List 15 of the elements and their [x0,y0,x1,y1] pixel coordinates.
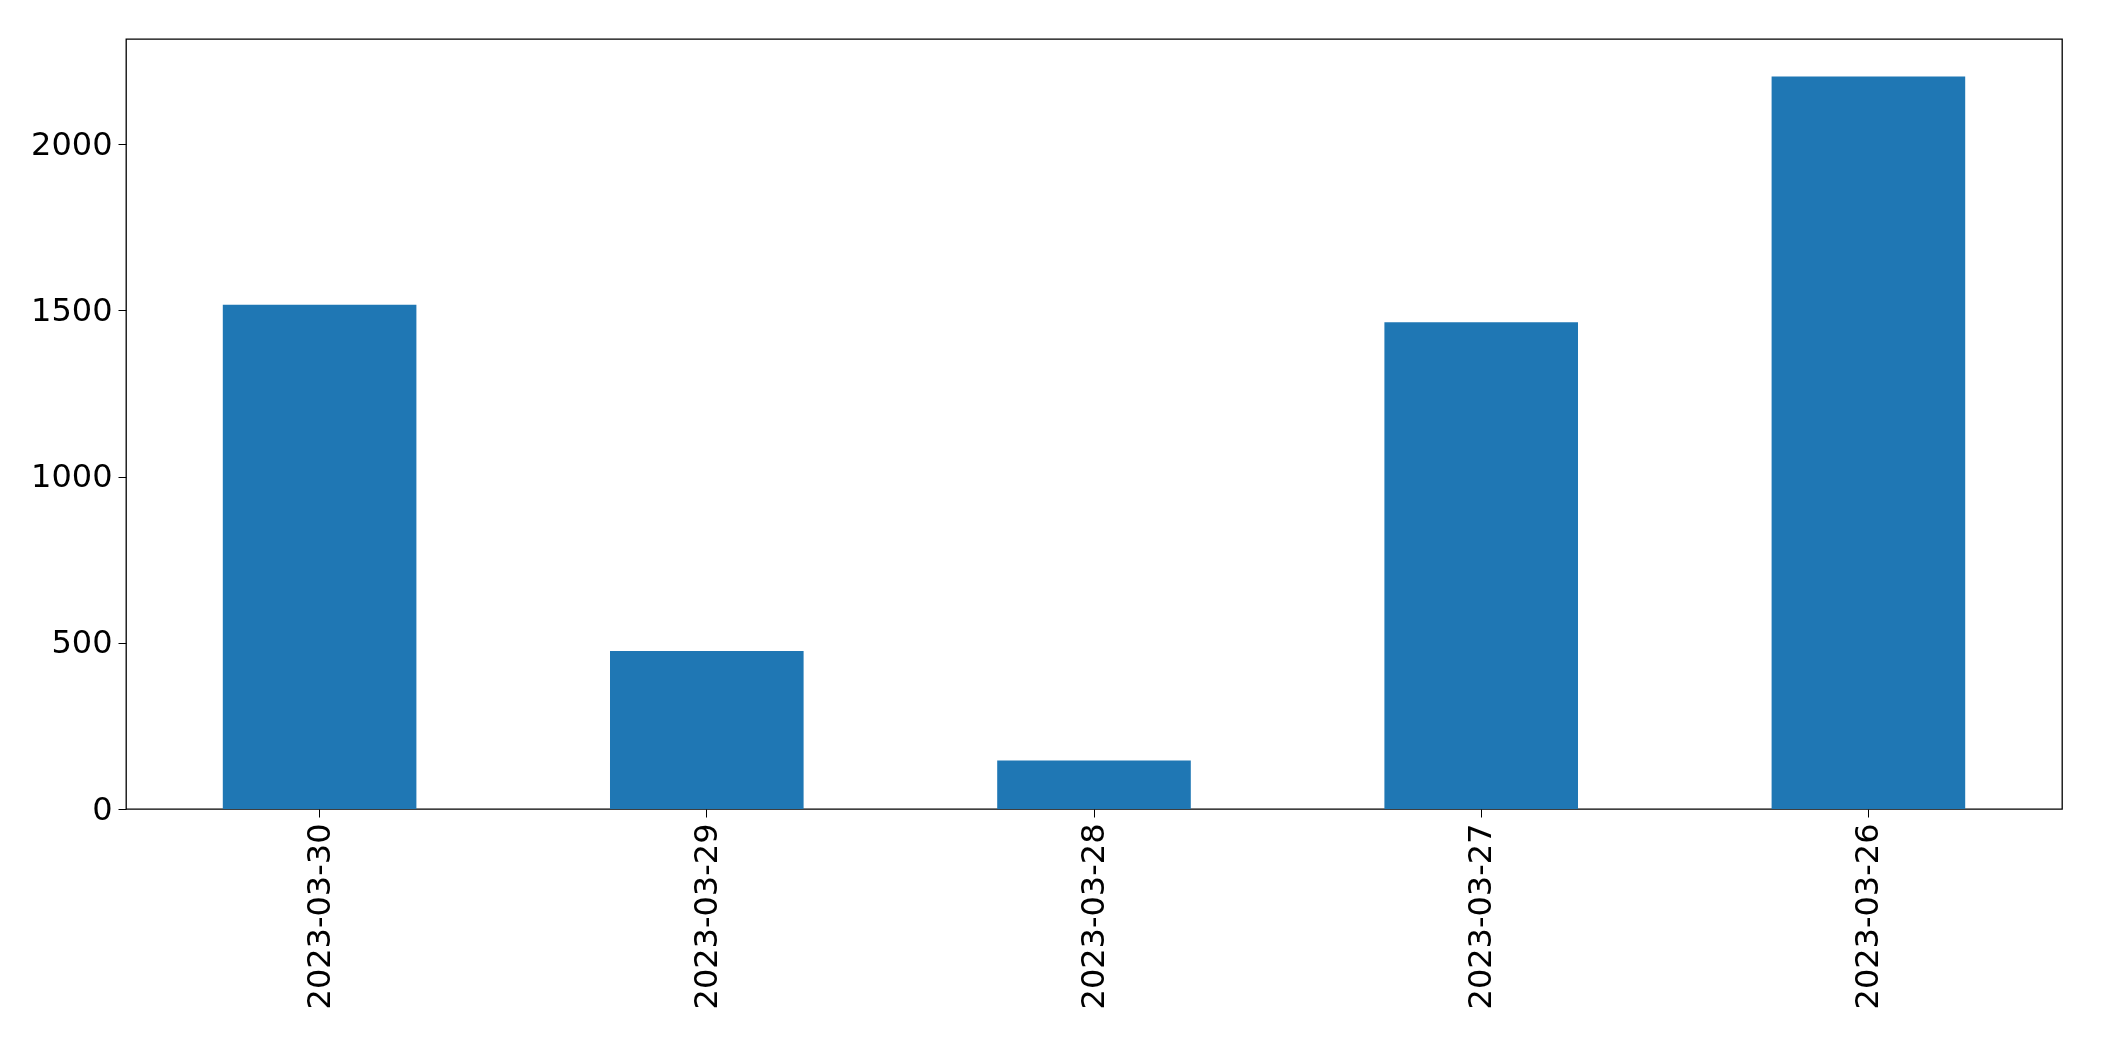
y-tick-label: 1000 [31,457,113,496]
y-tick-label: 500 [51,623,113,662]
x-tick-label: 2023-03-26 [1848,823,1887,1010]
bar [997,760,1191,809]
bar [1771,76,1966,809]
bar [222,304,417,809]
y-tick-label: 1500 [31,290,113,329]
x-tick-label: 2023-03-30 [299,823,338,1010]
x-tick-label: 2023-03-28 [1074,823,1112,1010]
x-tick-label: 2023-03-29 [686,823,725,1010]
x-tick-label: 2023-03-27 [1461,823,1500,1010]
bar [1384,322,1578,809]
bar [610,651,804,809]
y-tick-label: 0 [92,789,113,828]
y-tick-label: 2000 [31,124,113,163]
